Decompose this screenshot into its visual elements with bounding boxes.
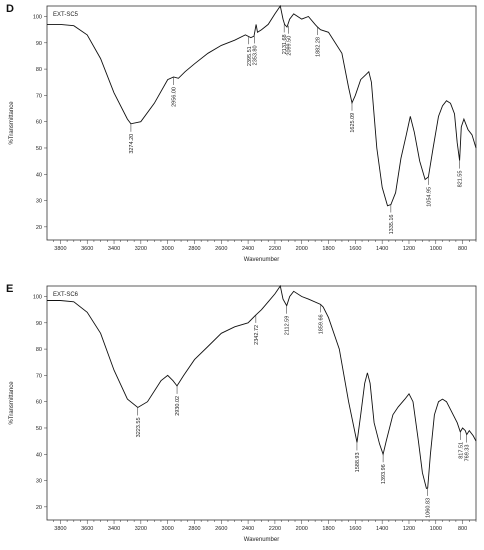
- x-tick-label-d: 1200: [403, 246, 415, 252]
- y-tick-label-d: 100: [33, 15, 42, 21]
- y-axis-title-e: %Transmittance: [9, 381, 15, 425]
- x-tick-label-e: 1200: [403, 526, 415, 532]
- y-tick-label-e: 60: [36, 400, 42, 406]
- peak-label-d: 1882.28: [316, 37, 322, 57]
- x-tick-label-e: 1600: [349, 526, 361, 532]
- sample-label-e: EXT-SC6: [53, 292, 79, 298]
- peak-label-d: 1054.95: [426, 187, 432, 207]
- x-tick-label-d: 3400: [108, 246, 120, 252]
- x-tick-label-d: 3600: [81, 246, 93, 252]
- y-tick-label-e: 50: [36, 426, 42, 432]
- y-tick-label-e: 80: [36, 347, 42, 353]
- peak-label-e: 769.33: [465, 445, 471, 462]
- peak-label-e: 3223.55: [136, 417, 142, 437]
- y-tick-label-d: 70: [36, 93, 42, 99]
- x-tick-label-d: 3800: [54, 246, 66, 252]
- peak-label-e: 817.51: [458, 442, 464, 459]
- peak-label-d: 1335.16: [389, 215, 395, 235]
- spectrum-line-d: [47, 4, 477, 207]
- peak-label-d: 3274.20: [129, 134, 135, 154]
- peak-label-d: 2131.68: [282, 34, 288, 54]
- x-tick-label-d: 2000: [296, 246, 308, 252]
- x-tick-label-d: 2400: [242, 246, 254, 252]
- x-tick-label-d: 3000: [162, 246, 174, 252]
- y-axis-title-d: %Transmittance: [9, 101, 15, 145]
- peak-label-d: 2395.51: [247, 46, 253, 66]
- x-tick-label-e: 2800: [188, 526, 200, 532]
- peak-label-d: 1625.09: [350, 113, 356, 133]
- x-tick-label-d: 1600: [349, 246, 361, 252]
- peak-label-e: 1588.93: [355, 452, 361, 472]
- y-tick-label-d: 60: [36, 120, 42, 126]
- y-tick-label-e: 30: [36, 479, 42, 485]
- x-tick-label-e: 1800: [322, 526, 334, 532]
- y-tick-label-e: 100: [33, 295, 42, 301]
- x-tick-label-e: 1000: [430, 526, 442, 532]
- x-tick-label-e: 3600: [81, 526, 93, 532]
- x-tick-label-e: 2200: [269, 526, 281, 532]
- peak-label-e: 1393.96: [381, 464, 387, 484]
- x-tick-label-e: 2600: [215, 526, 227, 532]
- peak-label-d: 821.55: [458, 171, 464, 188]
- x-axis-title-e: Wavenumber: [244, 537, 279, 543]
- y-tick-label-e: 20: [36, 505, 42, 511]
- x-tick-label-e: 3200: [135, 526, 147, 532]
- x-axis-title-d: Wavenumber: [244, 257, 279, 263]
- peak-label-e: 2112.59: [285, 316, 291, 335]
- x-tick-label-d: 1800: [322, 246, 334, 252]
- x-tick-label-d: 2200: [269, 246, 281, 252]
- panel-label-e: E: [6, 283, 14, 295]
- y-tick-label-e: 40: [36, 452, 42, 458]
- x-tick-label-e: 800: [458, 526, 467, 532]
- y-tick-label-e: 90: [36, 321, 42, 327]
- x-tick-label-e: 3000: [162, 526, 174, 532]
- panel-label-d: D: [6, 3, 14, 15]
- peak-label-e: 2342.72: [254, 325, 260, 345]
- peak-label-e: 1060.83: [426, 498, 432, 518]
- x-tick-label-d: 3200: [135, 246, 147, 252]
- sample-label-d: EXT-SC5: [53, 12, 79, 18]
- x-tick-label-d: 1000: [430, 246, 442, 252]
- x-tick-label-e: 2000: [296, 526, 308, 532]
- y-tick-label-d: 90: [36, 41, 42, 47]
- spectrum-line-e: [47, 284, 477, 490]
- y-tick-label-d: 50: [36, 146, 42, 152]
- y-tick-label-d: 20: [36, 225, 42, 231]
- plot-frame-e: [46, 285, 477, 521]
- peak-label-e: 2930.02: [175, 396, 181, 416]
- x-tick-label-d: 2800: [188, 246, 200, 252]
- y-tick-label-e: 70: [36, 373, 42, 379]
- y-tick-label-d: 80: [36, 67, 42, 73]
- x-tick-label-d: 1400: [376, 246, 388, 252]
- x-tick-label-e: 2400: [242, 526, 254, 532]
- x-tick-label-d: 2600: [215, 246, 227, 252]
- x-tick-label-e: 3800: [54, 526, 66, 532]
- x-tick-label-d: 800: [458, 246, 467, 252]
- peak-label-d: 2353.80: [252, 45, 258, 65]
- y-tick-label-d: 30: [36, 199, 42, 205]
- peak-label-e: 1859.66: [319, 314, 325, 334]
- peak-label-d: 2099.50: [286, 36, 292, 56]
- x-tick-label-e: 3400: [108, 526, 120, 532]
- y-tick-label-d: 40: [36, 172, 42, 178]
- peak-label-d: 2956.00: [172, 87, 178, 107]
- x-tick-label-e: 1400: [376, 526, 388, 532]
